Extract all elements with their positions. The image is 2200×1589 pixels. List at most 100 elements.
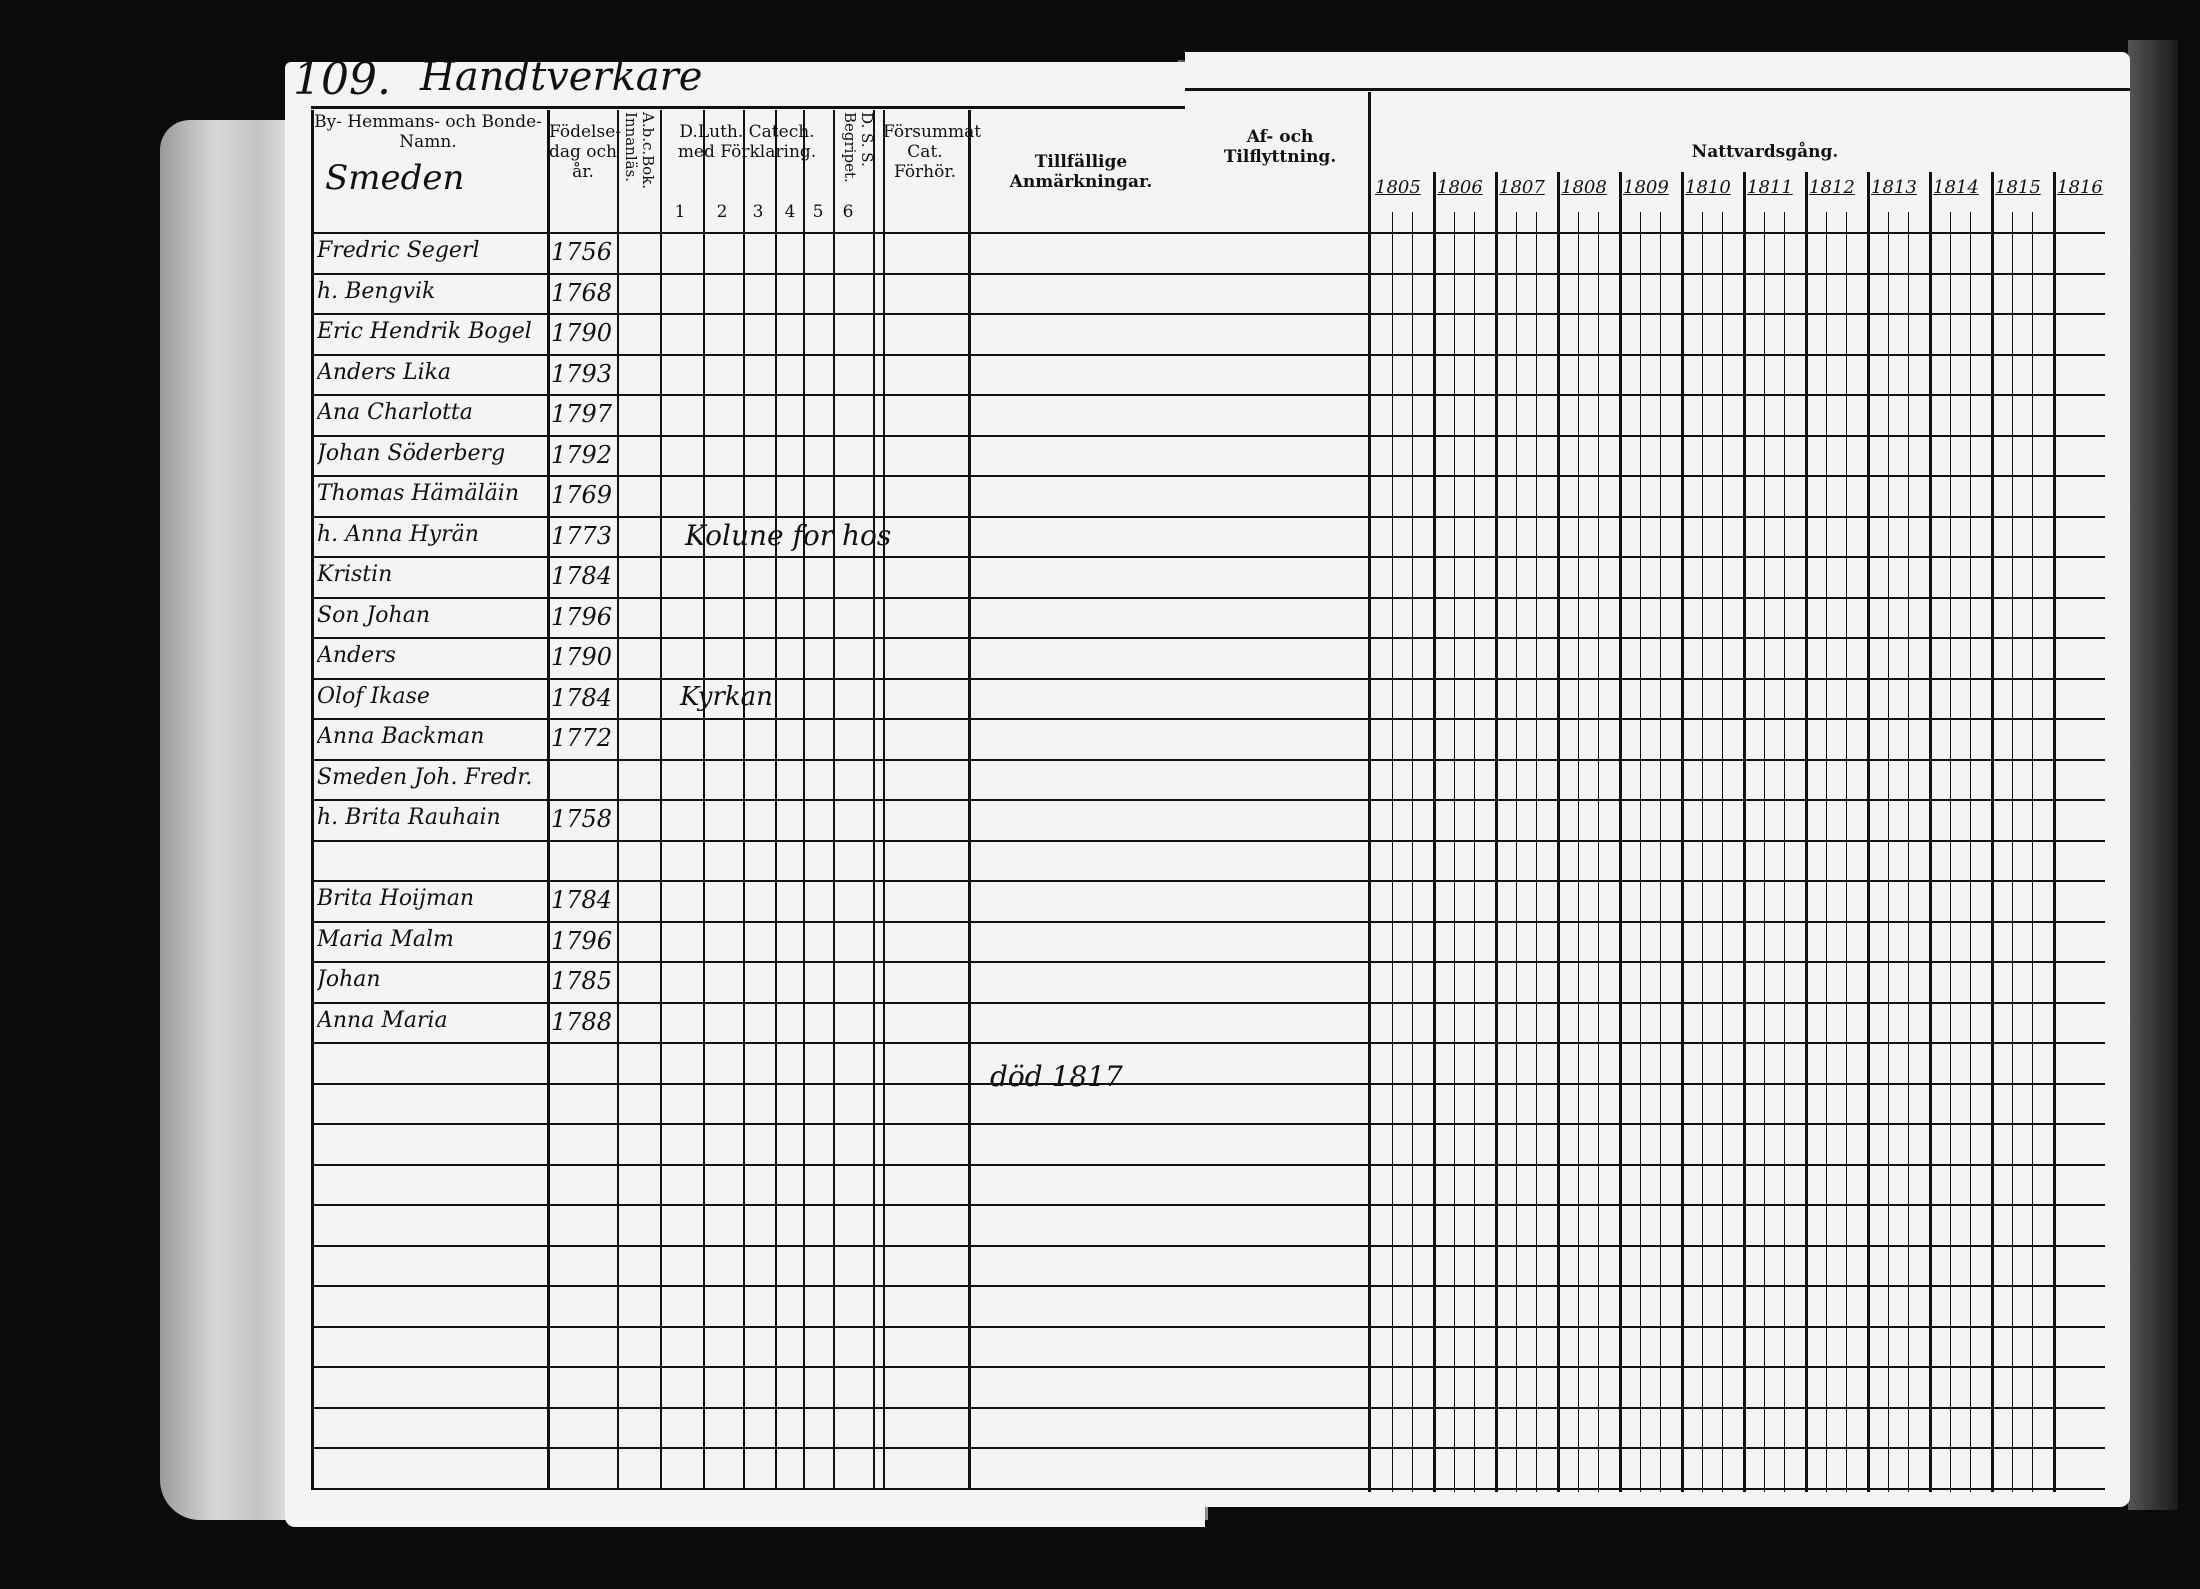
catechism-part-label: 1 — [674, 202, 686, 222]
sub-column-rule — [1598, 212, 1600, 1492]
row-rule — [311, 677, 1191, 680]
sub-column-rule — [1949, 212, 1951, 1492]
header-moving: Af- och Tilflyttning. — [1223, 127, 1337, 167]
row-name: Son Johan — [317, 602, 430, 628]
row-rule — [1185, 1487, 2105, 1490]
sub-column-rule — [1970, 212, 1972, 1492]
row-birth-year: 1792 — [551, 440, 613, 469]
row-rule — [1185, 1123, 2105, 1125]
column-rule — [833, 110, 835, 1488]
row-rule — [311, 1123, 1191, 1125]
year-column-rule — [1805, 172, 1808, 1492]
catechism-part-label: 2 — [716, 202, 728, 222]
row-birth-year: 1793 — [551, 359, 613, 388]
header-rule — [1185, 88, 2130, 91]
row-rule — [311, 313, 1191, 315]
header-communion: Nattvardsgång. — [1691, 142, 1839, 162]
row-rule — [1185, 434, 2105, 437]
row-birth-year: 1772 — [551, 724, 613, 752]
sub-column-rule — [1763, 212, 1765, 1492]
row-rule — [311, 1163, 1191, 1166]
sub-column-rule — [1577, 212, 1579, 1492]
year-label: 1806 — [1437, 177, 1483, 198]
year-label: 1812 — [1809, 177, 1855, 198]
row-rule — [1185, 1447, 2105, 1449]
row-rule — [311, 637, 1191, 639]
row-rule — [1185, 1244, 2105, 1247]
row-rule — [311, 1001, 1191, 1004]
row-rule — [1185, 839, 2105, 842]
year-column-rule — [1495, 172, 1498, 1492]
row-rule — [311, 839, 1191, 842]
row-rule — [1185, 637, 2105, 639]
sub-column-rule — [1887, 212, 1889, 1492]
row-rule — [311, 1082, 1191, 1085]
column-rule — [873, 110, 875, 1488]
row-rule — [311, 1447, 1191, 1449]
row-rule — [311, 1325, 1191, 1328]
year-column-rule — [2053, 172, 2056, 1492]
remark-death: död 1817 — [990, 1060, 1123, 1093]
column-rule — [775, 110, 777, 1488]
catechism-part-label: 5 — [812, 202, 824, 222]
header-remarks: Tillfällige Anmärkningar. — [1009, 152, 1153, 192]
sub-column-rule — [1453, 212, 1455, 1492]
row-birth-year: 1768 — [551, 278, 613, 307]
row-birth-year: 1796 — [551, 926, 613, 955]
row-name: Thomas Hämäläin — [317, 481, 519, 506]
row-birth-year: 1784 — [551, 562, 613, 590]
column-rule — [311, 110, 314, 1488]
row-rule — [1185, 1285, 2105, 1287]
row-rule — [311, 1204, 1191, 1206]
row-birth-year: 1756 — [551, 238, 613, 266]
year-label: 1815 — [1995, 177, 2041, 198]
row-rule — [311, 1406, 1191, 1409]
column-rule — [803, 110, 805, 1488]
sub-column-rule — [1784, 212, 1786, 1492]
row-rule — [1185, 880, 2105, 882]
row-name: Eric Hendrik Bogel — [317, 319, 532, 344]
page-edges — [160, 120, 300, 1520]
header-birth: Födelse-dag och år. — [549, 122, 622, 182]
year-label: 1813 — [1871, 177, 1917, 198]
catechism-part-label: 4 — [784, 202, 796, 222]
year-column-rule — [1743, 172, 1746, 1492]
column-rule — [617, 110, 619, 1488]
column-rule — [968, 110, 971, 1488]
row-birth-year: 1790 — [551, 319, 613, 347]
row-rule — [1185, 515, 2105, 518]
row-name: Maria Malm — [317, 926, 454, 952]
row-name: Anna Backman — [317, 724, 485, 749]
header-rule — [311, 106, 1201, 109]
sub-column-rule — [1722, 212, 1724, 1492]
year-column-rule — [1433, 172, 1436, 1492]
row-rule — [311, 799, 1191, 801]
row-rule — [311, 961, 1191, 963]
row-rule — [311, 1042, 1191, 1044]
row-name: h. Anna Hyrän — [317, 521, 479, 547]
sub-column-rule — [1908, 212, 1910, 1492]
column-rule — [1368, 92, 1371, 1492]
header-catechism: D.Luth. Catech. med Förklaring. — [677, 122, 817, 162]
row-rule — [311, 232, 1191, 234]
row-name: Anders — [317, 643, 396, 668]
catechism-part-label: 6 — [842, 202, 854, 222]
book-cover-edge — [2128, 40, 2178, 1510]
sub-column-rule — [1536, 212, 1538, 1492]
row-rule — [1185, 758, 2105, 761]
row-name: Kristin — [317, 562, 393, 587]
year-label: 1805 — [1375, 177, 1421, 198]
row-rule — [311, 515, 1191, 518]
row-rule — [1185, 556, 2105, 558]
row-rule — [1185, 1204, 2105, 1206]
row-rule — [1185, 1366, 2105, 1368]
sub-column-rule — [1846, 212, 1848, 1492]
year-column-rule — [1991, 172, 1994, 1492]
row-rule — [311, 920, 1191, 923]
row-name: Anders Lika — [317, 359, 452, 385]
row-birth-year: 1773 — [551, 521, 613, 550]
row-rule — [311, 880, 1191, 882]
year-column-rule — [1557, 172, 1560, 1492]
row-rule — [311, 556, 1191, 558]
column-rule — [703, 110, 705, 1488]
